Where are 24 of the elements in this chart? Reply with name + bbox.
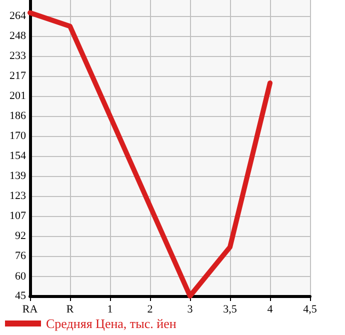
x-tick-label: 4,5 [303, 304, 318, 316]
y-tick-label: 201 [10, 90, 26, 102]
y-tick-label: 154 [10, 150, 26, 162]
y-tick-label: 264 [10, 10, 26, 22]
x-tick-label: 1 [107, 304, 113, 316]
x-tick-label: R [66, 304, 74, 316]
y-tick-label: 92 [15, 230, 26, 242]
y-tick-label: 123 [10, 190, 26, 202]
y-tick-label: 76 [15, 250, 26, 262]
y-tick-label: 217 [10, 70, 26, 82]
x-tick-label: 3 [187, 304, 194, 316]
y-tick-label: 60 [15, 270, 26, 282]
x-tick-label: RA [22, 304, 38, 316]
y-tick-label: 186 [10, 110, 26, 122]
x-tick-label: 4 [267, 304, 274, 316]
x-tick-label: 3,5 [223, 304, 238, 316]
legend-label: Средняя Цена, тыс. йен [46, 316, 176, 331]
y-tick-label: 248 [10, 30, 26, 42]
y-tick-label: 139 [10, 170, 26, 182]
y-tick-label: 45 [15, 290, 26, 302]
x-tick-label: 2 [147, 304, 153, 316]
y-tick-label: 107 [10, 210, 26, 222]
y-tick-label: 170 [10, 130, 26, 142]
y-tick-label: 233 [10, 50, 26, 62]
